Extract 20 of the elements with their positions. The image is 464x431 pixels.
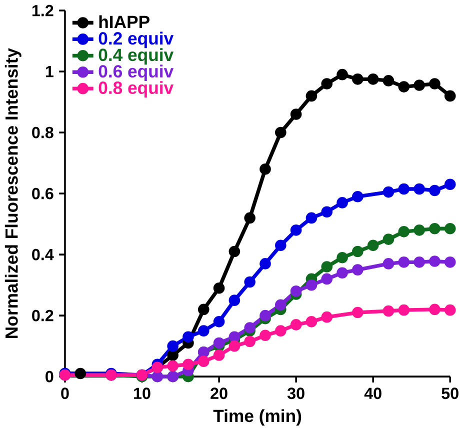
y-tick-label: 0.8: [32, 127, 54, 138]
y-tick-label: 0.4: [32, 249, 54, 261]
x-axis-title: Time (min): [213, 409, 302, 426]
legend-label: 0.4 equiv: [98, 48, 174, 65]
x-tick-label: 0: [61, 388, 69, 400]
y-tick-label: 0.2: [32, 310, 54, 322]
x-tick-label: 20: [210, 388, 228, 400]
x-tick-label: 30: [287, 388, 304, 400]
x-tick-label: 50: [442, 388, 458, 400]
y-axis-title: Normalized Fluorescence Intensity: [4, 48, 22, 338]
legend-label: 0.2 equiv: [98, 32, 174, 48]
x-tick-label: 40: [364, 388, 382, 400]
y-tick-label: 0.6: [32, 188, 54, 200]
x-tick-label: 10: [134, 388, 150, 400]
legend-label: 0.6 equiv: [98, 64, 174, 82]
y-tick-label: 1: [46, 66, 54, 78]
y-tick-label: 0: [46, 371, 54, 383]
legend-label: hIAPP: [99, 15, 150, 28]
y-tick-label: 1.2: [32, 5, 54, 16]
legend-label: 0.8 equiv: [98, 81, 174, 98]
